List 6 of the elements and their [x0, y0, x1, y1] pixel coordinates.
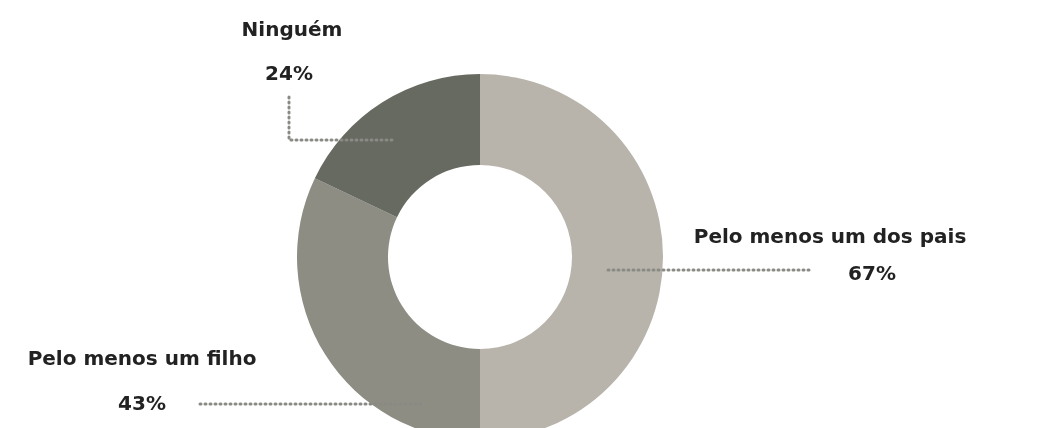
slice-label: Ninguém	[241, 17, 343, 41]
slice-label: Pelo menos um filho	[27, 346, 257, 370]
slice-label: Pelo menos um dos pais	[693, 224, 967, 248]
data-label: 67%	[848, 261, 896, 285]
data-label: 43%	[118, 391, 166, 415]
data-label: 24%	[265, 61, 313, 85]
